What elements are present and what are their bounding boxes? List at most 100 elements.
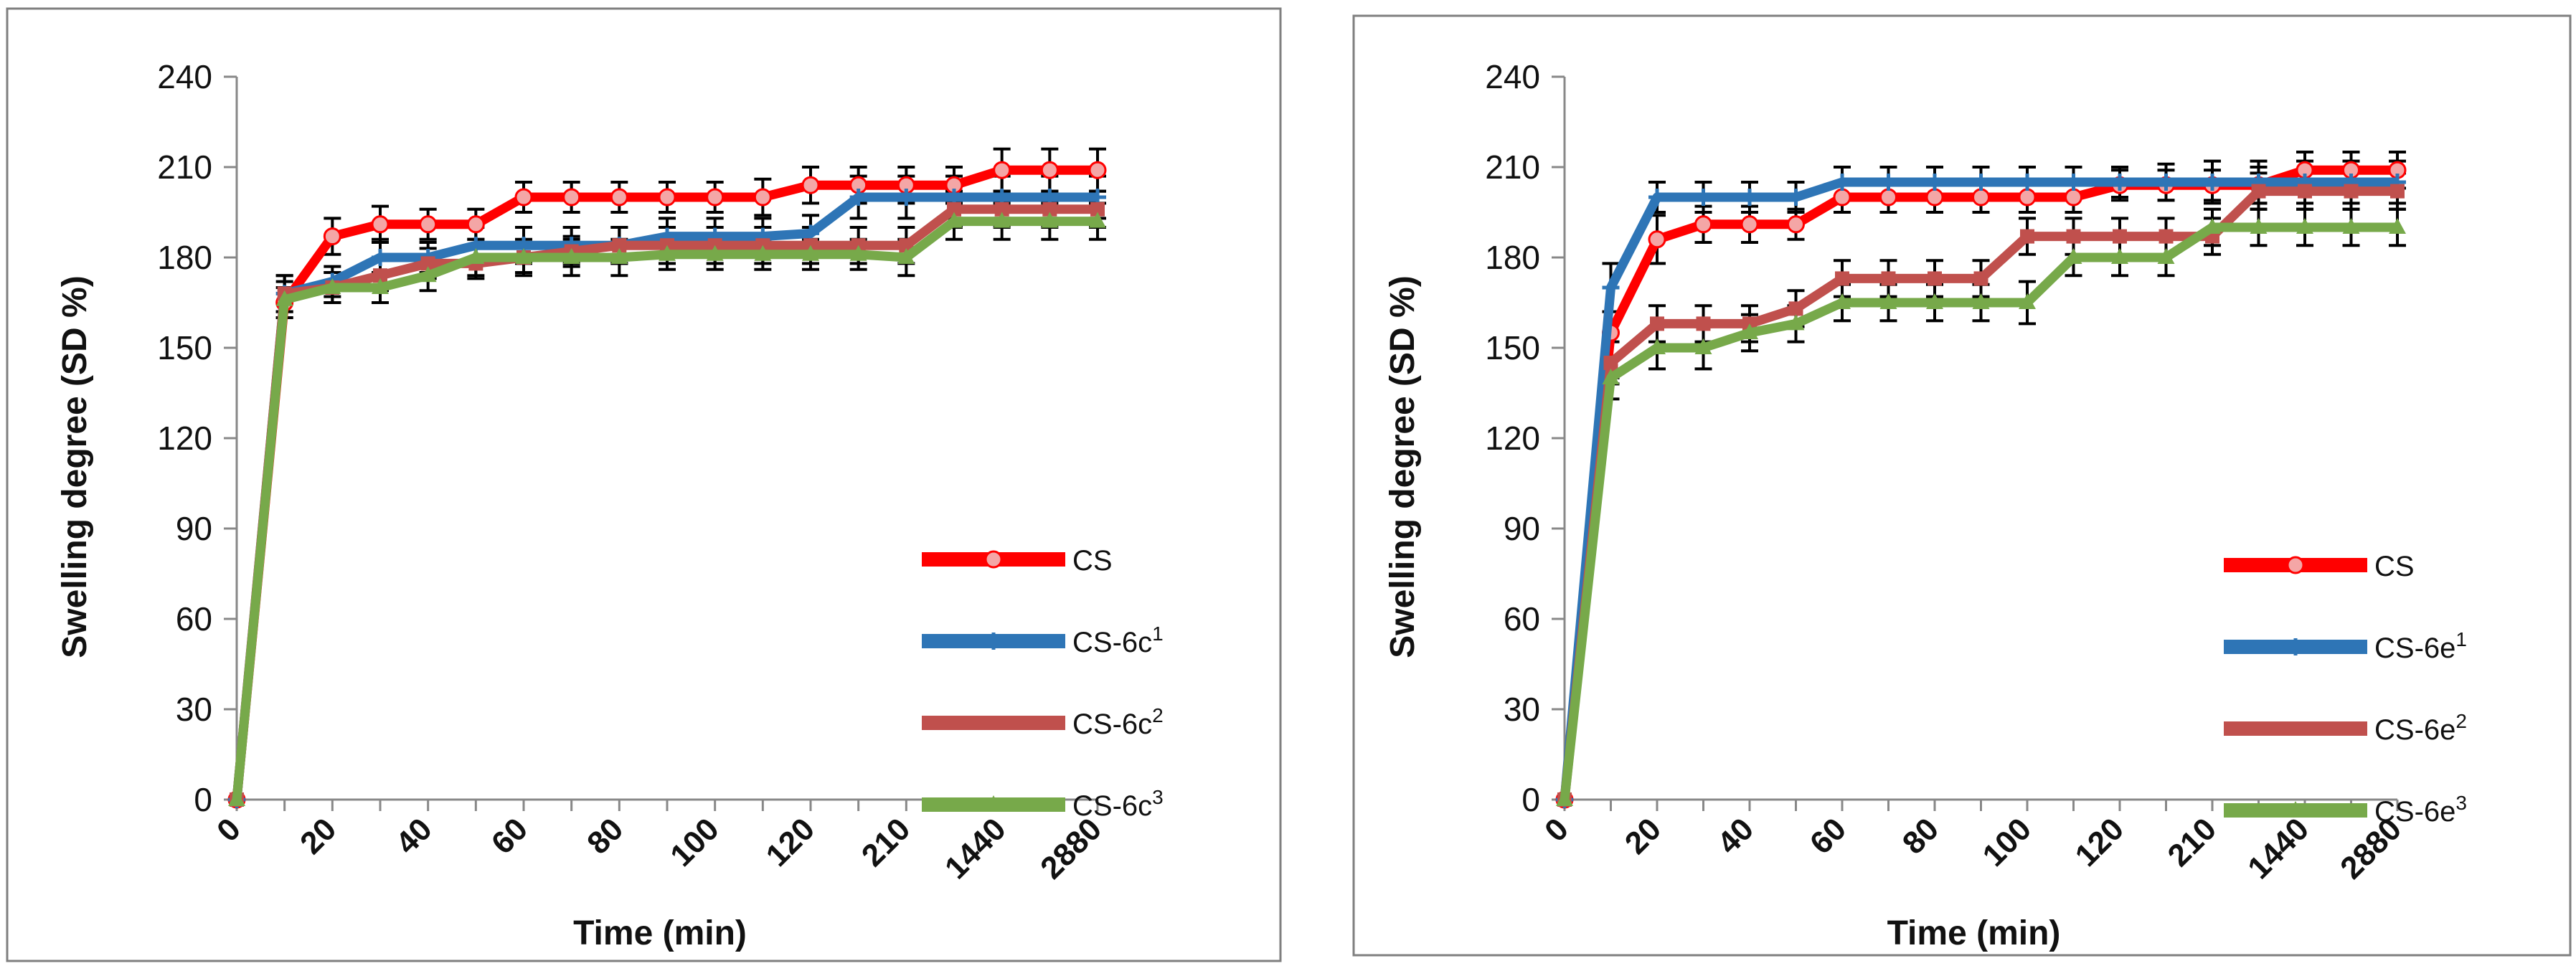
right-legend-label: CS-6e2 [2374,710,2467,746]
left-data-point [849,245,867,261]
right-y-tick-labels: 0 30 60 90 120 150 180 210 240 [1485,58,1540,818]
left-y-tick-label: 90 [176,510,212,547]
left-legend-marker [986,716,1001,730]
left-legend-item: CS-6c3 [922,786,1164,822]
left-data-point [1041,212,1059,228]
right-y-tick-label: 0 [1521,781,1540,818]
left-legend-label: CS-6c3 [1072,786,1164,822]
left-data-point [993,161,1011,179]
right-data-point [1926,174,1943,191]
left-chart-panel: 0 30 60 90 120 150 180 210 240 0 20 40 60 80 100 120 210… [6,7,1282,962]
right-legend-label: CS [2374,551,2415,582]
left-data-point [801,176,820,194]
right-data-point [2018,188,2037,207]
right-data-point [1694,338,1712,354]
left-series-line [232,204,1098,800]
left-x-tick-label: 210 [855,811,917,873]
left-data-point [323,227,341,246]
right-data-point [1741,189,1758,206]
right-chart-panel: 0 30 60 90 120 150 180 210 240 0 20 40 60 80 100 120 210… [1288,0,2576,971]
right-data-point [1835,271,1849,286]
left-y-tick-label: 30 [176,691,212,728]
right-data-point [1787,189,1805,206]
left-series-4 [228,212,1106,806]
right-series-4 [1556,218,2406,806]
right-data-point [1926,293,1943,309]
right-legend-item: CS-6e3 [2224,792,2467,828]
left-x-tick-label: 100 [664,811,726,873]
right-data-point [2204,218,2221,234]
right-data-point [2390,184,2405,199]
left-data-point [562,188,581,207]
right-data-point [1603,356,1618,370]
left-data-point [945,212,963,228]
right-data-point [1925,188,1944,207]
left-x-tick-label: 2880 [1034,811,1108,886]
right-data-point [1834,174,1851,191]
right-legend: CS CS-6e1 CS-6e2 CS-6e3 [2224,551,2467,828]
right-data-point [1973,271,1988,286]
left-data-point [372,278,389,294]
left-x-tick-label: 60 [485,811,534,861]
right-data-point [1928,271,1942,286]
left-y-tick-label: 150 [157,329,212,366]
right-y-tick-label: 90 [1504,510,1540,547]
left-x-tick-label: 0 [210,811,247,848]
right-data-point [2111,174,2128,191]
right-chart-frame [1352,14,2572,957]
right-data-point [1787,314,1805,331]
right-legend-superscript: 2 [2455,710,2467,732]
left-data-point [659,245,676,261]
left-legend-superscript: 3 [1152,786,1164,808]
right-data-point [1787,215,1805,234]
right-data-point [1694,215,1712,234]
right-x-tick-label: 0 [1538,811,1575,848]
right-x-tick-label: 1440 [2241,811,2316,886]
left-data-point [612,238,627,253]
right-data-point [1972,293,1990,309]
right-y-tick-label: 120 [1485,420,1540,457]
right-data-point [1648,338,1666,354]
right-y-tick-label: 180 [1485,239,1540,276]
right-data-point [2389,218,2406,234]
right-data-point [1833,188,1851,207]
right-data-point [2159,229,2174,244]
right-legend-item: CS-6e2 [2224,710,2467,746]
right-data-point [2065,248,2082,264]
left-y-tick-label: 240 [157,58,212,95]
left-y-tick-label: 210 [157,148,212,186]
right-x-tick-label: 40 [1711,811,1760,861]
right-data-point [1834,293,1851,309]
left-x-tick-label: 40 [389,811,438,861]
left-legend-superscript: 1 [1152,622,1164,645]
right-data-point [2113,229,2127,244]
right-legend-label: CS-6e1 [2374,628,2467,664]
right-data-point [1650,316,1664,331]
left-data-point [897,248,915,264]
left-x-tick-label: 20 [293,811,343,861]
left-data-point [324,278,341,294]
right-data-point [2344,184,2359,199]
right-data-point [1648,189,1666,206]
right-legend-item: CS [2224,551,2415,582]
right-legend-item: CS-6e1 [2224,628,2467,664]
left-legend: CS CS-6c1 CS-6c2 CS-6c3 [922,545,1164,822]
right-x-tick-label: 100 [1976,811,2039,873]
left-legend-item: CS [922,545,1113,577]
right-data-point [2065,174,2082,191]
right-y-axis-title: Swelling degree (SD %) [1384,275,1422,658]
right-data-point [1879,188,1897,207]
left-data-point [371,215,390,234]
right-legend-marker [2287,801,2304,817]
left-y-axis-title: Swelling degree (SD %) [56,275,94,658]
left-data-point [849,189,867,206]
left-data-point [1089,212,1106,228]
right-data-point [2157,248,2175,264]
right-x-tick-label: 80 [1896,811,1945,861]
right-data-point [1972,174,1990,191]
right-legend-superscript: 1 [2455,628,2467,650]
left-data-point [420,256,435,271]
left-y-tick-labels: 0 30 60 90 120 150 180 210 240 [157,58,212,818]
left-data-point [228,790,245,806]
